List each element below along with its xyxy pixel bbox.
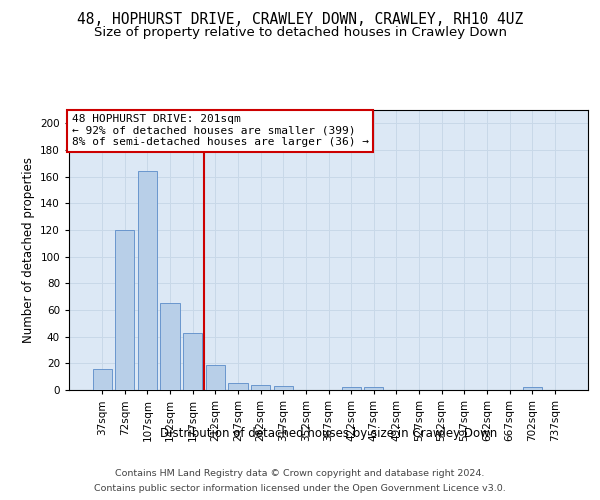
Text: 48 HOPHURST DRIVE: 201sqm
← 92% of detached houses are smaller (399)
8% of semi-: 48 HOPHURST DRIVE: 201sqm ← 92% of detac… — [71, 114, 368, 148]
Bar — [341, 388, 361, 390]
Bar — [138, 172, 157, 390]
Bar — [274, 386, 293, 390]
Bar — [160, 304, 180, 390]
Bar — [183, 332, 202, 390]
Bar — [251, 384, 270, 390]
Bar — [229, 384, 248, 390]
Bar — [92, 368, 112, 390]
Text: 48, HOPHURST DRIVE, CRAWLEY DOWN, CRAWLEY, RH10 4UZ: 48, HOPHURST DRIVE, CRAWLEY DOWN, CRAWLE… — [77, 12, 523, 28]
Text: Distribution of detached houses by size in Crawley Down: Distribution of detached houses by size … — [160, 428, 497, 440]
Text: Size of property relative to detached houses in Crawley Down: Size of property relative to detached ho… — [94, 26, 506, 39]
Bar — [206, 364, 225, 390]
Bar — [523, 388, 542, 390]
Bar — [364, 388, 383, 390]
Bar — [115, 230, 134, 390]
Y-axis label: Number of detached properties: Number of detached properties — [22, 157, 35, 343]
Text: Contains HM Land Registry data © Crown copyright and database right 2024.: Contains HM Land Registry data © Crown c… — [115, 469, 485, 478]
Text: Contains public sector information licensed under the Open Government Licence v3: Contains public sector information licen… — [94, 484, 506, 493]
